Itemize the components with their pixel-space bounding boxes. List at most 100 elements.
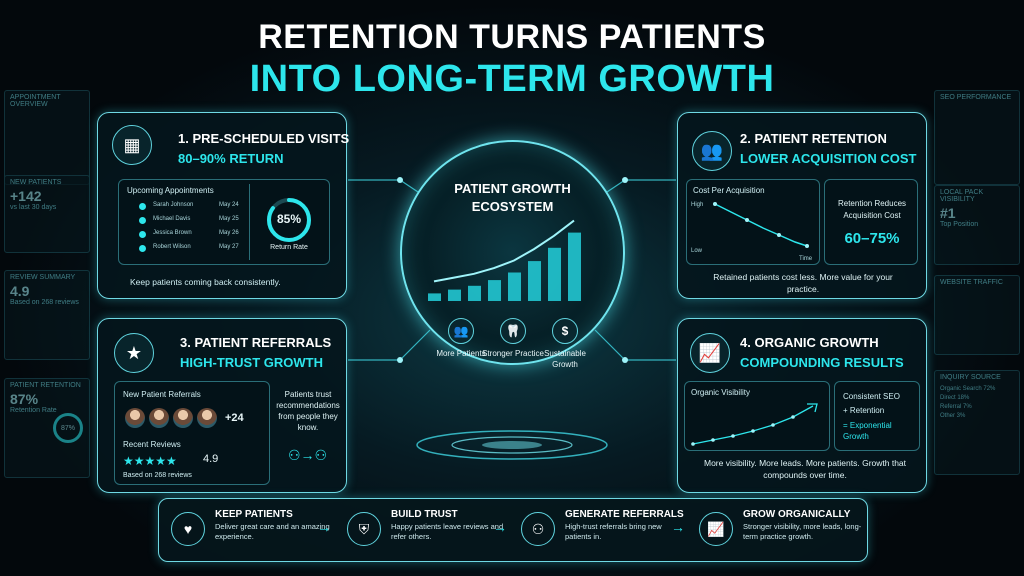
star-icon: ★ <box>114 333 154 373</box>
retention-reduces-value: 60–75% <box>844 230 900 247</box>
card-patient-retention: 👥 2. PATIENT RETENTION LOWER ACQUISITION… <box>677 112 927 299</box>
step-title: BUILD TRUST <box>391 509 458 520</box>
card3-note: Patients trust recommendations from peop… <box>276 390 340 432</box>
appointment-overview-panel: APPOINTMENT OVERVIEW <box>4 90 90 185</box>
card2-note: Retained patients cost less. More value … <box>713 272 893 294</box>
inquiry-row: Direct 18% <box>940 395 970 401</box>
review-summary-label: REVIEW SUMMARY <box>10 274 76 281</box>
patient-retention-label: PATIENT RETENTION <box>10 382 81 389</box>
appointment-name: Jessica Brown <box>153 230 192 236</box>
step-title: GENERATE REFERRALS <box>565 509 684 520</box>
heart-people-icon: ♥ <box>171 512 205 546</box>
right-dashboard-panels: SEO PERFORMANCE LOCAL PACK VISIBILITY #1 T… <box>929 60 1024 480</box>
card3-subheading: HIGH-TRUST GROWTH <box>180 355 323 370</box>
inquiry-row: Other 3% <box>940 413 966 419</box>
appointment-overview-label: APPOINTMENT OVERVIEW <box>10 94 61 108</box>
card-patient-referrals: ★ 3. PATIENT REFERRALS HIGH-TRUST GROWTH… <box>97 318 347 493</box>
return-rate-label: Return Rate <box>270 244 308 251</box>
rating-sub: Based on 268 reviews <box>123 472 192 479</box>
formula-line-2: + Retention <box>843 406 885 415</box>
appointments-title: Upcoming Appointments <box>127 186 214 195</box>
referral-people-icon: ⚇→⚇ <box>288 447 328 463</box>
new-patients-label: NEW PATIENTS <box>10 179 62 186</box>
center-item-label: Stronger Practice <box>482 349 544 358</box>
organic-visibility-title: Organic Visibility <box>691 388 750 397</box>
formula-line-1: Consistent SEO <box>843 392 900 401</box>
growth-chart-icon: 📈 <box>699 512 733 546</box>
growth-bar <box>508 272 521 301</box>
avatar <box>149 408 169 428</box>
local-pack-label: LOCAL PACK VISIBILITY <box>940 189 984 203</box>
card-organic-growth: 📈 4. ORGANIC GROWTH COMPOUNDING RESULTS … <box>677 318 927 493</box>
card4-heading: 4. ORGANIC GROWTH <box>740 335 879 350</box>
dollar-icon: $ <box>552 318 578 344</box>
rating-value: 4.9 <box>203 453 219 465</box>
left-dashboard-panels: APPOINTMENT OVERVIEW NEW PATIENTS +142 vs … <box>0 60 95 480</box>
review-summary-panel: REVIEW SUMMARY 4.9 Based on 268 reviews <box>4 270 90 360</box>
card-pre-scheduled-visits: ▦ 1. PRE-SCHEDULED VISITS 80–90% RETURN … <box>97 112 350 299</box>
retention-reduces-box: Retention Reduces Acquisition Cost 60–75… <box>824 179 918 265</box>
ecosystem-title: PATIENT GROWTH ECOSYSTEM <box>454 181 571 214</box>
seo-performance-label: SEO PERFORMANCE <box>940 94 1012 101</box>
website-traffic-panel: WEBSITE TRAFFIC <box>934 275 1020 355</box>
formula-box: Consistent SEO + Retention = Exponential… <box>834 381 920 451</box>
step-desc: Stronger visibility, more leads, long-te… <box>743 522 862 541</box>
people-icon: 👥 <box>448 318 474 344</box>
arrow-icon: → <box>493 519 507 535</box>
website-traffic-label: WEBSITE TRAFFIC <box>940 279 1003 286</box>
seo-performance-panel: SEO PERFORMANCE <box>934 90 1020 185</box>
appointment-date: May 27 <box>219 244 239 250</box>
tooth-icon: 🦷 <box>500 318 526 344</box>
center-item-label: More Patients <box>436 349 486 358</box>
page-title-line-2: INTO LONG-TERM GROWTH <box>249 58 775 100</box>
growth-bar <box>528 261 541 301</box>
card2-heading: 2. PATIENT RETENTION <box>740 131 887 146</box>
shield-icon: ⛨ <box>347 512 381 546</box>
check-icon <box>139 245 146 252</box>
avatar <box>173 408 193 428</box>
cpa-y-high: High <box>691 202 704 208</box>
patient-retention-panel: PATIENT RETENTION 87% Retention Rate 87% <box>4 378 90 478</box>
cpa-y-low: Low <box>691 248 703 254</box>
inquiry-source-panel: INQUIRY SOURCE Organic Search 72% Direct… <box>934 370 1020 475</box>
center-item-label: Sustainable Growth <box>544 349 586 369</box>
people-icon: ⚇ <box>521 512 555 546</box>
appointment-date: May 24 <box>219 202 239 208</box>
retention-ring: 87% <box>53 413 83 443</box>
appointment-name: Sarah Johnson <box>153 202 194 208</box>
retention-reduces-label: Retention Reduces Acquisition Cost <box>837 199 907 220</box>
new-patients-sub: vs last 30 days <box>10 204 57 211</box>
avatar <box>197 408 217 428</box>
step-desc: Deliver great care and an amazing experi… <box>215 522 330 541</box>
card3-heading: 3. PATIENT REFERRALS <box>180 335 332 350</box>
rating-stars: ★★★★★ <box>123 454 177 468</box>
card1-note: Keep patients coming back consistently. <box>130 277 281 287</box>
step-title: GROW ORGANICALLY <box>743 509 851 520</box>
reviews-title: Recent Reviews <box>123 440 181 449</box>
growth-bar <box>488 280 501 301</box>
return-rate-box: 85% Return Rate <box>249 184 327 260</box>
local-pack-sub: Top Position <box>940 221 979 228</box>
process-strip: ♥ KEEP PATIENTS Deliver great care and a… <box>158 498 868 562</box>
review-summary-value: 4.9 <box>10 283 30 299</box>
patient-retention-sub: Retention Rate <box>10 407 57 414</box>
calendar-icon: ▦ <box>112 125 152 165</box>
people-icon: 👥 <box>692 131 732 171</box>
page-title-line-1: RETENTION TURNS PATIENTS <box>258 18 766 56</box>
step-desc: High-trust referrals bring new patients … <box>565 522 662 541</box>
appointment-name: Robert Wilson <box>153 244 191 250</box>
arrow-icon: → <box>317 519 331 535</box>
arrow-icon: → <box>671 519 685 535</box>
cpa-x-label: Time <box>799 256 813 262</box>
growth-bar-chart <box>428 219 581 301</box>
check-icon <box>139 217 146 224</box>
local-pack-value: #1 <box>940 205 956 221</box>
new-patients-panel: NEW PATIENTS +142 vs last 30 days <box>4 175 90 253</box>
avatar <box>125 408 145 428</box>
step-desc: Happy patients leave reviews and refer o… <box>391 522 504 541</box>
appointments-box: Upcoming Appointments Sarah Johnson May 2… <box>118 179 330 265</box>
growth-trend-line <box>433 219 575 283</box>
card1-heading: 1. PRE-SCHEDULED VISITS <box>178 131 350 146</box>
inquiry-row: Referral 7% <box>940 404 972 410</box>
organic-visibility-box: Organic Visibility <box>684 381 830 451</box>
